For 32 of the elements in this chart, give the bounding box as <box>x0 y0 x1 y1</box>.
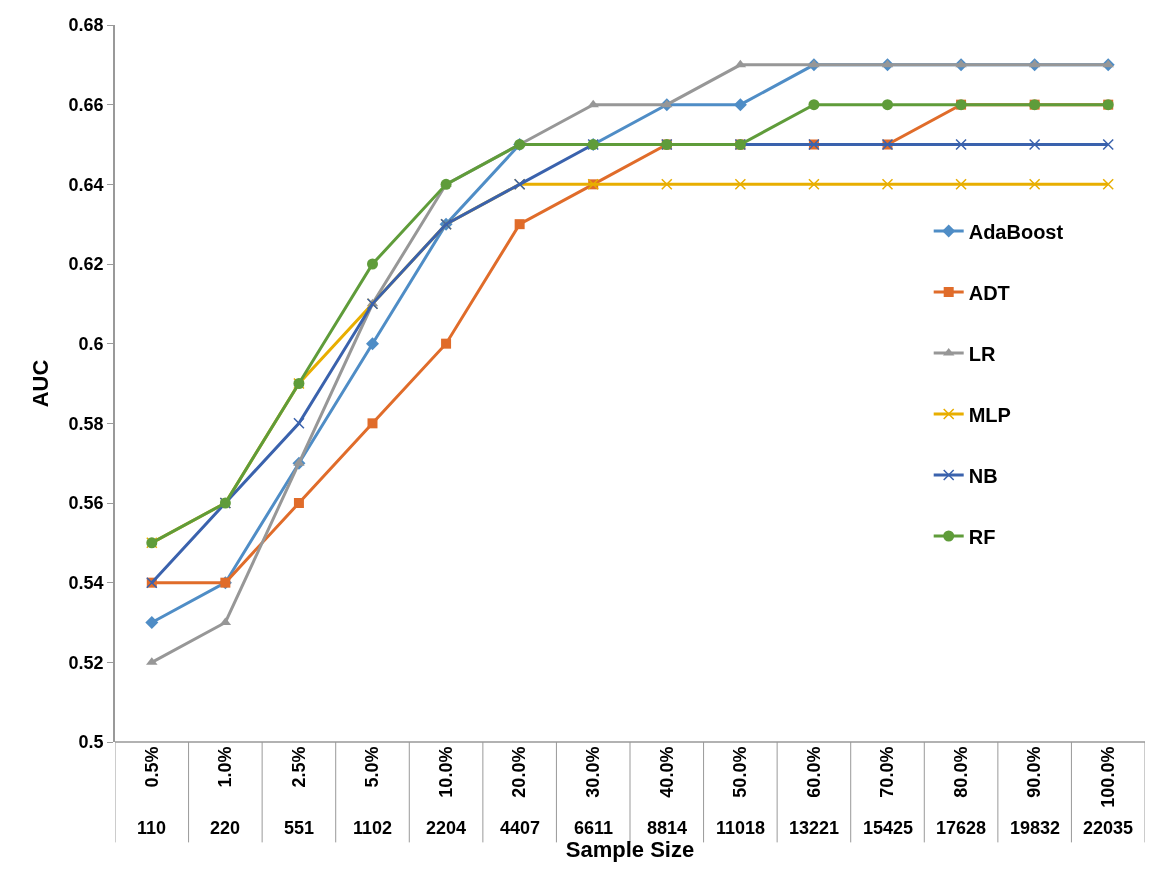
legend-label: ADT <box>968 281 1010 304</box>
category-label: 30.0% 6611 <box>574 746 614 838</box>
y-tick-label: 0.62 <box>68 254 104 275</box>
category-label: 1.0% 220 <box>210 746 241 838</box>
y-axis-title: AUC <box>27 359 53 408</box>
y-tick-label: 0.68 <box>68 15 104 36</box>
category-label: 70.0% 15425 <box>863 746 914 838</box>
legend-label: MLP <box>968 403 1011 426</box>
category-label: 5.0% 1102 <box>353 746 393 838</box>
category-label: 2.5% 551 <box>284 746 315 838</box>
x-axis-title: Sample Size <box>565 836 695 862</box>
y-tick-label: 0.64 <box>68 174 104 195</box>
category-label: 0.5% 110 <box>137 746 167 838</box>
legend-label: AdaBoost <box>968 220 1064 243</box>
y-tick-label: 0.66 <box>68 94 104 115</box>
category-label: 90.0% 19832 <box>1010 746 1061 838</box>
y-tick-label: 0.6 <box>78 333 104 354</box>
y-tick-label: 0.58 <box>68 413 104 434</box>
legend-label: LR <box>968 342 996 365</box>
y-tick-label: 0.54 <box>68 572 104 593</box>
category-label: 60.0% 13221 <box>789 746 840 838</box>
category-label: 20.0% 4407 <box>500 746 541 838</box>
category-label: 80.0% 17628 <box>936 746 987 838</box>
category-label: 50.0% 11018 <box>716 746 766 838</box>
legend-label: RF <box>968 525 996 548</box>
y-tick-label: 0.5 <box>78 732 104 753</box>
category-label: 40.0% 8814 <box>647 746 688 838</box>
category-label: 10.0% 2204 <box>426 746 467 838</box>
legend-label: NB <box>968 464 998 487</box>
category-label: 100.0% 22035 <box>1083 746 1134 838</box>
y-tick-label: 0.56 <box>68 493 104 514</box>
y-tick-label: 0.52 <box>68 652 104 673</box>
